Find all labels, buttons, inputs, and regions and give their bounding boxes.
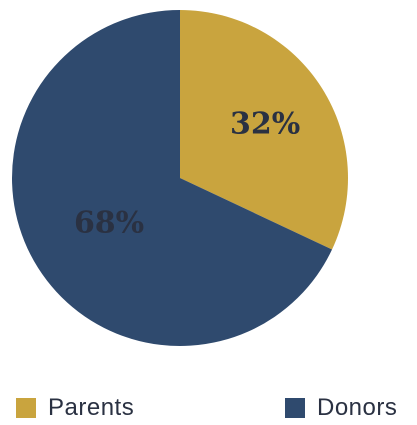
legend-swatch-donors [285,397,305,418]
pie-label-parents: 32% [230,106,300,141]
legend-label-donors: Donors [317,393,398,421]
pie-label-donors: 68% [74,206,144,241]
legend-label-parents: Parents [48,393,135,421]
pie-slice-parents [180,10,348,250]
pie-slices [12,10,348,346]
pie-slice-donors [12,10,333,346]
legend-swatch-parents [16,397,36,418]
pie-labels: 32% 68% [74,106,300,240]
legend: Parents Donors [0,390,417,425]
legend-item-donors: Donors [285,390,397,425]
legend-item-parents: Parents [16,390,134,425]
